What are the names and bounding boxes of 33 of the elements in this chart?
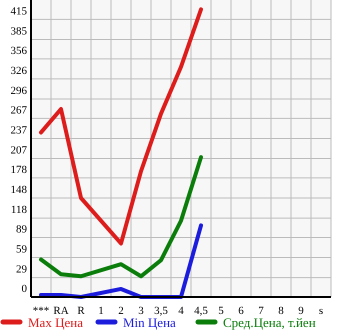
y-tick-label: 89 bbox=[16, 223, 28, 236]
y-tick-label: 267 bbox=[10, 104, 28, 116]
y-tick-label: 118 bbox=[10, 204, 28, 216]
y-tick-label: 326 bbox=[10, 64, 28, 77]
legend-label: Max Цена bbox=[28, 315, 84, 330]
x-tick-label: 6 bbox=[238, 305, 244, 317]
x-tick-label: 4,5 bbox=[194, 305, 208, 317]
y-tick-label: 29 bbox=[16, 264, 28, 276]
x-tick-label: 4 bbox=[178, 305, 184, 317]
x-tick-label: 3,5 bbox=[154, 305, 168, 317]
x-tick-label: 2 bbox=[118, 305, 124, 317]
y-tick-label: 148 bbox=[10, 184, 28, 196]
x-tick-label: 7 bbox=[258, 305, 264, 317]
x-tick-label: RA bbox=[53, 305, 69, 317]
y-tick-label: 178 bbox=[10, 164, 28, 176]
y-tick-label: 0 bbox=[22, 283, 28, 295]
legend-label: Сред.Цена, т.йен bbox=[223, 315, 316, 330]
y-tick-label: 59 bbox=[16, 244, 28, 256]
x-tick-label: *** bbox=[32, 305, 50, 317]
legend-label: Min Цена bbox=[123, 315, 176, 330]
x-tick-label: 8 bbox=[278, 305, 284, 317]
y-tick-label: 237 bbox=[10, 124, 28, 136]
x-tick-label: 3 bbox=[138, 305, 144, 317]
y-tick-label: 356 bbox=[10, 44, 28, 57]
x-tick-label: s bbox=[318, 305, 324, 317]
x-tick-label: R bbox=[77, 305, 86, 317]
y-tick-label: 296 bbox=[10, 85, 28, 97]
y-tick-label: 207 bbox=[10, 144, 28, 157]
x-tick-label: 9 bbox=[298, 305, 304, 317]
y-tick-label: 415 bbox=[10, 5, 28, 18]
x-tick-label: 1 bbox=[98, 305, 104, 317]
x-tick-label: 5 bbox=[218, 305, 224, 317]
y-tick-label: 385 bbox=[10, 25, 28, 38]
